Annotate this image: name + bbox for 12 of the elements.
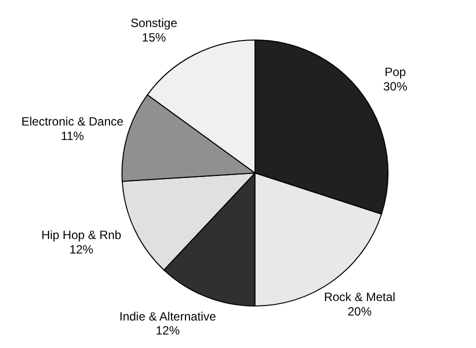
slice-label: Electronic & Dance xyxy=(21,114,124,129)
data-label: 30% xyxy=(383,79,408,94)
slice-label: Rock & Metal xyxy=(324,290,396,304)
slice-label: Pop xyxy=(384,64,406,79)
slice-label: Indie & Alternative xyxy=(119,309,216,324)
data-label: 11% xyxy=(60,129,84,144)
data-label: 15% xyxy=(142,30,166,45)
slice-label: Hip Hop & Rnb xyxy=(41,228,122,242)
data-label: 12% xyxy=(156,324,180,338)
slice-label: Sonstige xyxy=(130,16,178,30)
data-label: 12% xyxy=(69,242,94,257)
data-label: 20% xyxy=(348,304,372,318)
